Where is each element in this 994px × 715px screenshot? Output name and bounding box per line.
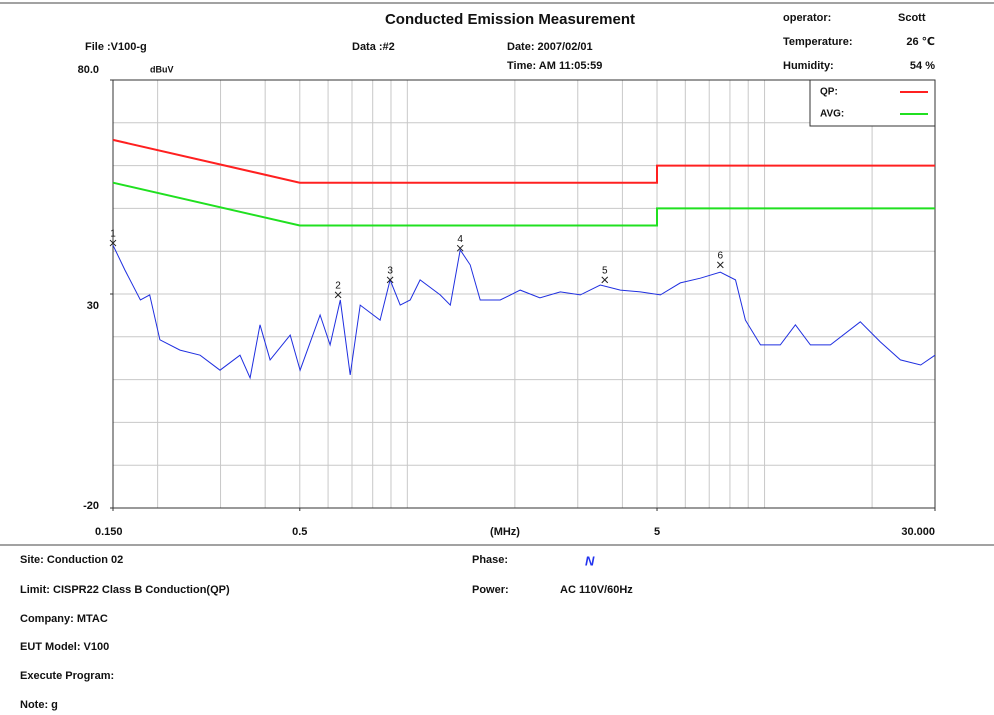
trace-line [112,244,936,380]
date: Date: 2007/02/01 [507,41,593,53]
x-tick-label: 0.5 [292,526,307,538]
x-tick-label: 0.150 [95,526,123,538]
operator: Scott [898,12,926,24]
phase-label: Phase: [472,554,508,566]
company: Company: MTAC [20,613,108,625]
execute-program: Execute Program: [20,670,114,682]
x-axis-label: (MHz) [490,526,520,538]
operator-label: operator: [783,12,831,24]
y-unit: dBuV [150,64,174,74]
limit-line [112,138,935,184]
time: Time: AM 11:05:59 [507,60,602,72]
marker-label: 1 [110,229,116,240]
data-id: Data :#2 [352,41,395,53]
marker [334,291,342,299]
humidity: 54 % [910,60,935,72]
y-tick-label: 80.0 [78,64,99,76]
power-label: Power: [472,584,509,596]
marker-label: 4 [457,234,463,245]
marker-label: 5 [602,266,608,277]
y-tick-label: 30 [87,300,99,312]
eut-model: EUT Model: V100 [20,641,109,653]
marker [109,239,117,247]
note: Note: g [20,699,58,711]
temperature-label: Temperature: [783,36,852,48]
x-tick-label: 5 [654,526,660,538]
temperature: 26 ℃ [906,36,935,48]
marker [386,276,394,284]
phase: N [585,553,595,568]
y-tick-label: -20 [83,500,99,512]
power: AC 110V/60Hz [560,584,633,596]
marker-label: 3 [387,266,393,277]
marker-label: 2 [335,280,341,291]
chart-title: Conducted Emission Measurement [385,11,635,28]
legend-label: AVG: [820,109,844,120]
marker [716,261,724,269]
legend-box [809,79,936,127]
limit-line [112,181,935,227]
site: Site: Conduction 02 [20,554,123,566]
x-tick-label: 30.000 [901,526,935,538]
humidity-label: Humidity: [783,60,834,72]
marker [601,276,609,284]
limit: Limit: CISPR22 Class B Conduction(QP) [20,584,230,596]
legend-label: QP: [820,87,838,98]
file: File :V100-g [85,41,147,53]
marker [456,244,464,252]
marker-label: 6 [718,251,724,262]
